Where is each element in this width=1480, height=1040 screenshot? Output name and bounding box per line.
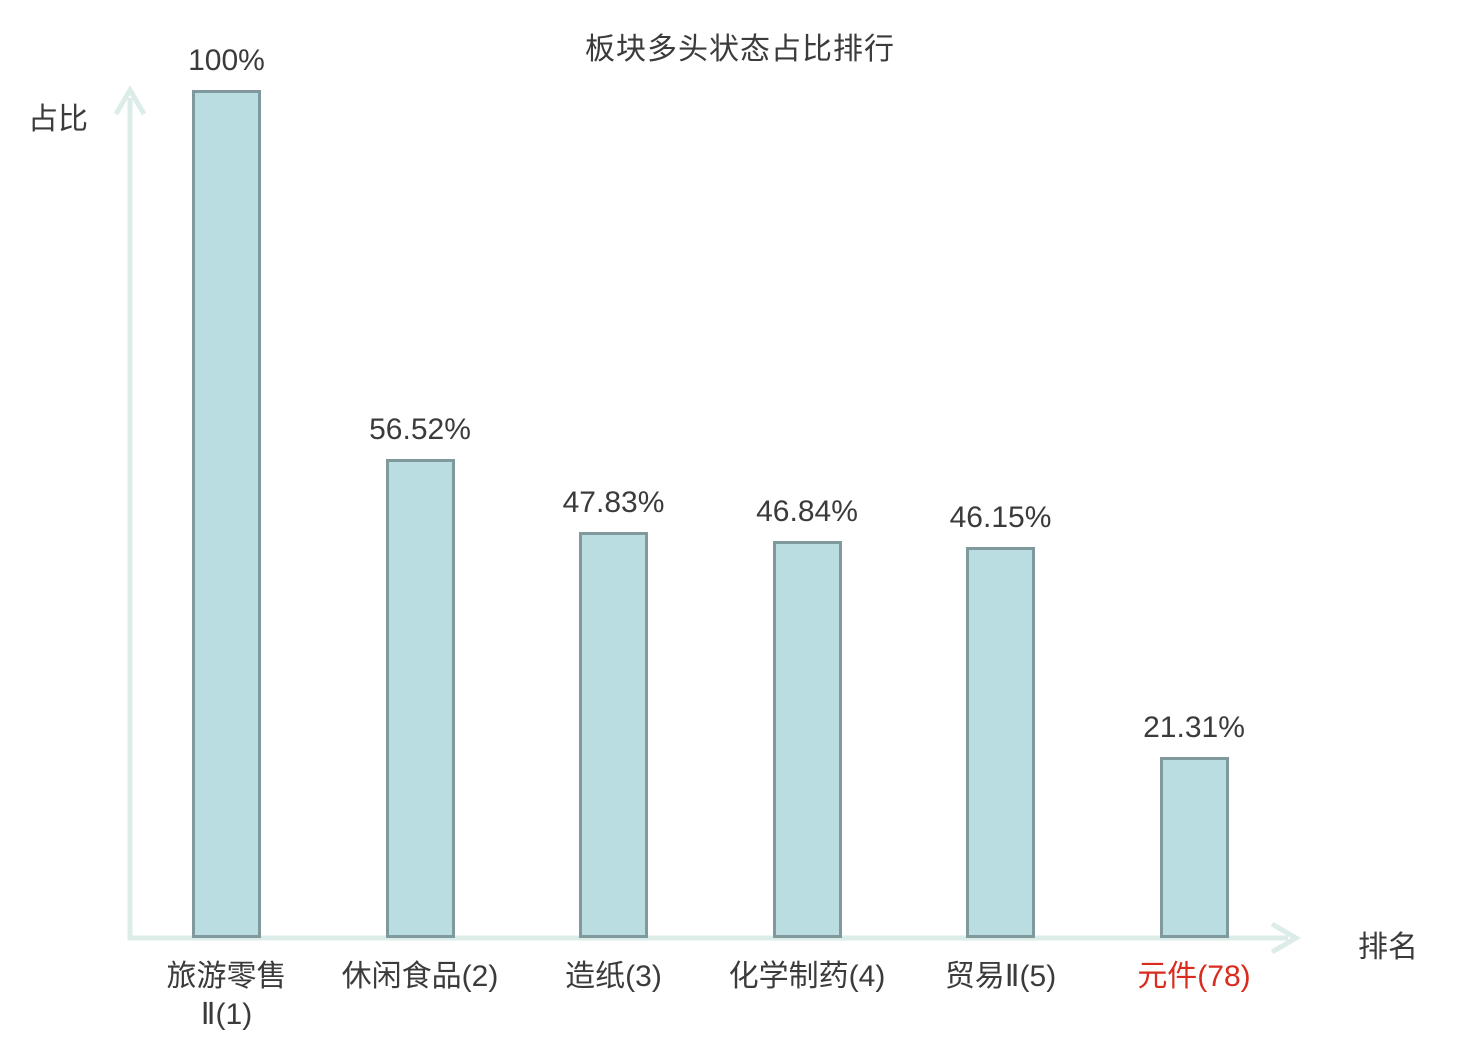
x-axis-label: 排名 (1358, 931, 1418, 964)
bar-value-label: 100% (188, 44, 265, 77)
bar-value-label: 46.15% (949, 500, 1052, 534)
x-tick-label: 休闲食品(2) (341, 960, 499, 993)
x-tick-label: 元件(78) (1137, 960, 1251, 993)
chart-title: 板块多头状态占比排行 (585, 33, 895, 66)
bar-value-label: 21.31% (1143, 711, 1245, 745)
x-tick-label: 贸易Ⅱ(5) (944, 960, 1057, 993)
y-axis-label: 占比 (28, 103, 88, 136)
bar-value-label: 56.52% (369, 412, 471, 446)
bar (192, 90, 261, 938)
x-tick-label: 化学制药(4) (728, 960, 886, 993)
x-axis-arrow-icon (1270, 921, 1301, 955)
x-tick-label: 造纸(3) (565, 960, 662, 993)
bar (772, 540, 842, 938)
x-tick-label: 旅游零售 Ⅱ(1) (166, 960, 287, 1031)
y-axis-arrow-icon (113, 85, 147, 116)
bar (385, 458, 455, 938)
bar (579, 532, 648, 938)
bar-value-label: 47.83% (562, 486, 665, 520)
bar (966, 546, 1035, 938)
bar-value-label: 46.84% (756, 494, 858, 528)
bar (1159, 757, 1229, 938)
